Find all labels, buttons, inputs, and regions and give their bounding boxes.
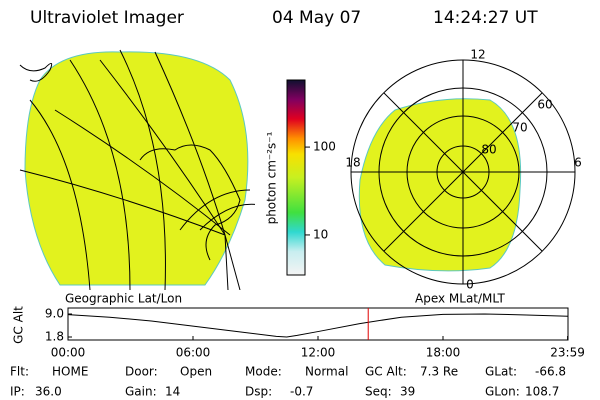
mlt-label: 12 (470, 48, 485, 62)
x-tick-label: 06:00 (176, 346, 211, 360)
field-label: Flt: (10, 365, 29, 379)
mlat-label: 70 (512, 121, 527, 135)
y-tick-label: 1.8 (45, 330, 64, 344)
x-tick-label: 23:59 (550, 346, 585, 360)
mlt-label: 18 (345, 156, 360, 170)
field-value: 14 (165, 385, 180, 399)
altitude-ylabel: GC Alt (12, 306, 26, 344)
altitude-plot-frame (67, 307, 569, 341)
colorbar-tick-label: 100 (313, 140, 336, 154)
field-value: 36.0 (35, 385, 62, 399)
left-panel-label: Geographic Lat/Lon (65, 292, 182, 306)
right-panel-label: Apex MLat/MLT (415, 292, 505, 306)
field-value: Normal (305, 365, 348, 379)
mlat-label: 80 (481, 143, 496, 157)
field-value: HOME (52, 365, 88, 379)
field-value: 7.3 Re (420, 365, 458, 379)
field-value: -0.7 (290, 385, 313, 399)
colorbar-tick-label: 10 (313, 227, 328, 241)
y-tick-label: 9.0 (45, 307, 64, 321)
instrument: Ultraviolet Imager (30, 8, 184, 28)
field-label: Dsp: (245, 385, 272, 399)
field-label: Gain: (125, 385, 157, 399)
altitude-line (67, 313, 569, 338)
geographic-map (19, 49, 255, 290)
field-value: 39 (400, 385, 415, 399)
mlt-label: 0 (466, 278, 474, 292)
field-value: -66.8 (535, 365, 566, 379)
field-label: Door: (125, 365, 158, 379)
mlat-label: 60 (537, 98, 552, 112)
x-tick-label: 18:00 (426, 346, 461, 360)
field-label: GLon: (485, 385, 520, 399)
colorbar-label: photon cm⁻²s⁻¹ (265, 131, 279, 224)
field-value: Open (180, 365, 212, 379)
x-tick-label: 00:00 (51, 346, 86, 360)
field-label: GC Alt: (365, 365, 407, 379)
field-label: GLat: (485, 365, 517, 379)
field-label: IP: (10, 385, 25, 399)
x-tick-label: 12:00 (301, 346, 336, 360)
mlt-label: 6 (574, 156, 582, 170)
field-label: Seq: (365, 385, 392, 399)
date: 04 May 07 (272, 8, 361, 28)
polar-map (350, 59, 576, 285)
colorbar (286, 79, 306, 276)
field-value: 108.7 (525, 385, 559, 399)
time: 14:24:27 UT (433, 8, 538, 28)
field-label: Mode: (245, 365, 282, 379)
